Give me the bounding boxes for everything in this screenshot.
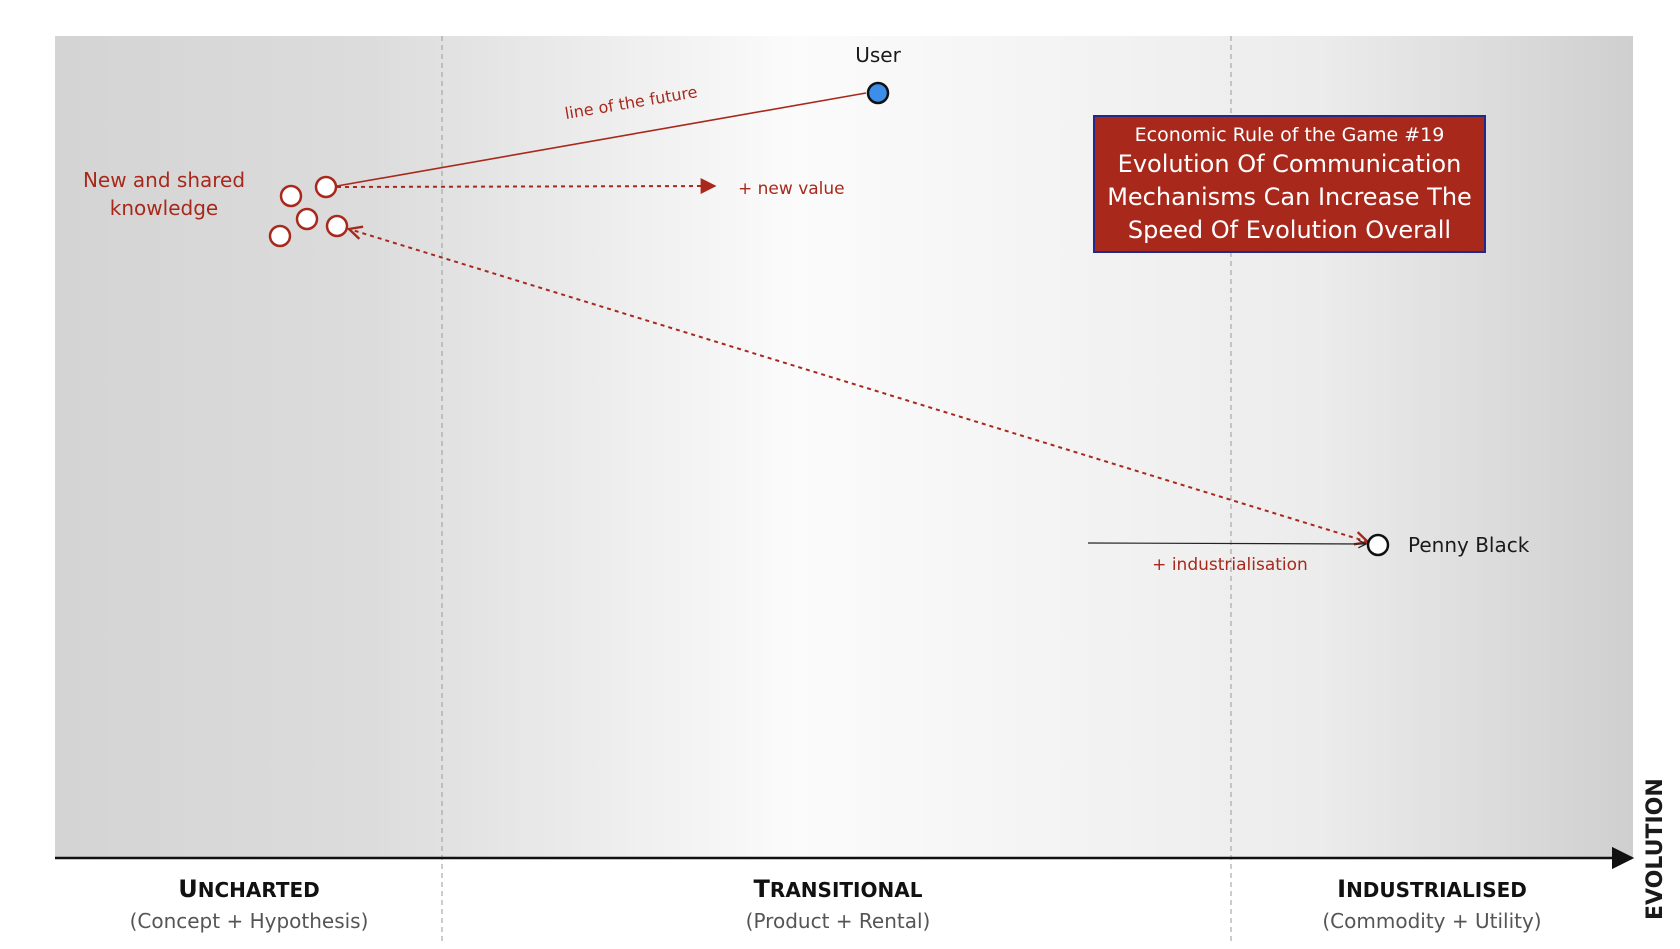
stage-subtitle-transitional: (Product + Rental)	[746, 909, 931, 933]
industrialisation-label: + industrialisation	[1152, 555, 1308, 575]
knowledge-label-line1: New and shared	[83, 168, 245, 192]
stage-title-industrialised: INDUSTRIALISED	[1337, 875, 1527, 903]
economic-rule-box: Economic Rule of the Game #19 Evolution …	[1093, 115, 1486, 253]
rule-heading: Economic Rule of the Game #19	[1134, 123, 1445, 146]
axis-label-evolution: EVOLUTION	[1643, 778, 1668, 920]
industrialisation-arrow	[1087, 543, 1366, 544]
knowledge-node[interactable]	[279, 184, 303, 208]
stage-title-uncharted: UNCHARTED	[178, 875, 320, 903]
new-value-label: + new value	[738, 179, 845, 199]
user-label: User	[855, 43, 901, 67]
line-of-future-link	[336, 92, 867, 187]
user-node[interactable]	[866, 81, 890, 105]
knowledge-node[interactable]	[295, 207, 319, 231]
stage-title-transitional: TRANSITIONAL	[754, 875, 923, 903]
new-value-arrow	[336, 178, 717, 195]
rule-line-3: Speed Of Evolution Overall	[1127, 215, 1452, 244]
knowledge-node[interactable]	[314, 175, 338, 199]
stage-subtitle-industrialised: (Commodity + Utility)	[1322, 909, 1541, 933]
knowledge-node[interactable]	[268, 224, 292, 248]
rule-line-1: Evolution Of Communication	[1117, 149, 1462, 178]
penny-black-node[interactable]	[1366, 533, 1390, 557]
knowledge-label-line2: knowledge	[110, 196, 218, 220]
rule-line-2: Mechanisms Can Increase The	[1107, 182, 1472, 211]
penny-black-label: Penny Black	[1408, 533, 1530, 557]
stage-subtitle-uncharted: (Concept + Hypothesis)	[130, 909, 369, 933]
knowledge-penny-black-arrow	[349, 229, 1368, 542]
knowledge-node[interactable]	[325, 214, 349, 238]
